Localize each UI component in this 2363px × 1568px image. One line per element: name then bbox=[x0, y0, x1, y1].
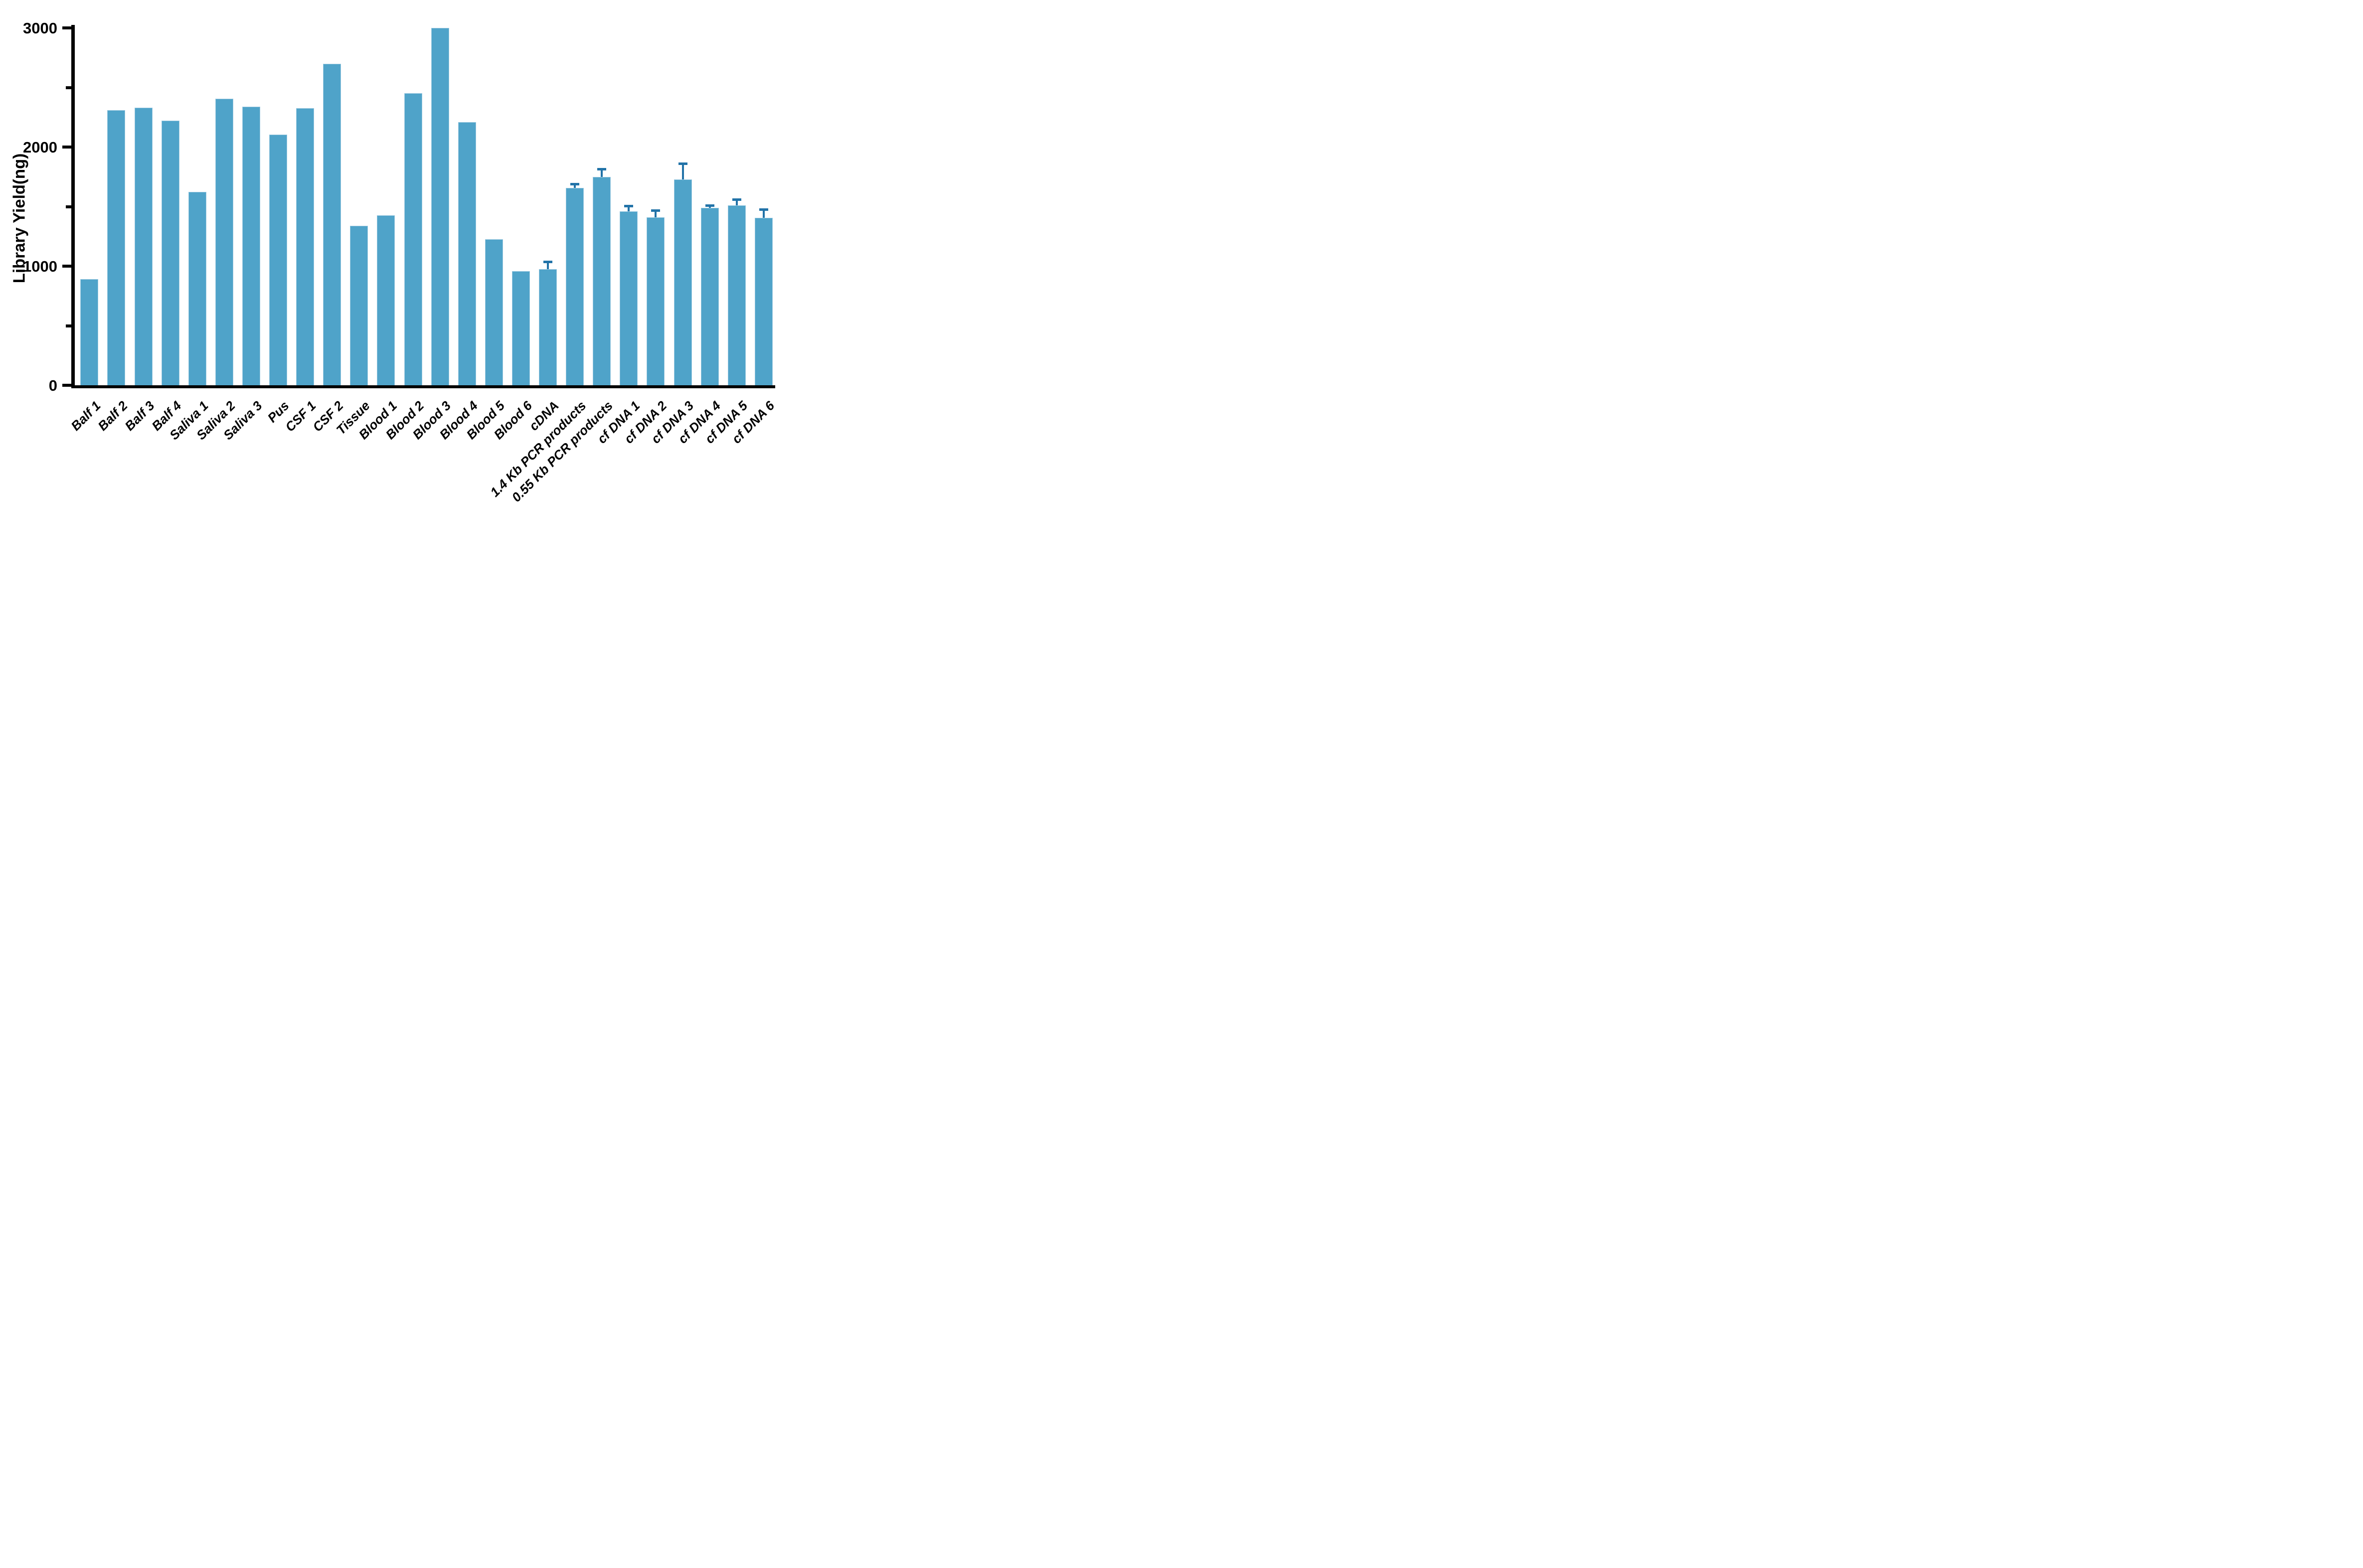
error-bar-cap bbox=[732, 198, 741, 201]
bar bbox=[80, 279, 99, 385]
bar bbox=[511, 271, 530, 385]
error-bar-cap bbox=[624, 204, 634, 207]
bar bbox=[350, 225, 368, 385]
bar bbox=[593, 176, 611, 385]
y-minor-tick bbox=[66, 86, 71, 89]
bar bbox=[620, 211, 638, 385]
x-category-label: CSF 1 bbox=[282, 398, 319, 435]
bar bbox=[215, 99, 233, 385]
y-tick-label: 1000 bbox=[23, 258, 57, 275]
bar bbox=[566, 188, 584, 385]
y-axis-line bbox=[71, 25, 75, 388]
error-bar-whisker bbox=[735, 199, 738, 206]
bar-chart-figure: Library Yield(ng) 0 1000 2000 3000 Balf 1 Bal… bbox=[0, 0, 788, 523]
error-bar-cap bbox=[651, 209, 661, 212]
error-bar-whisker bbox=[655, 210, 657, 217]
y-major-tick bbox=[62, 146, 71, 149]
y-minor-tick bbox=[66, 324, 71, 327]
bar bbox=[458, 122, 476, 385]
error-bar-cap bbox=[543, 261, 552, 264]
error-bar-cap bbox=[570, 182, 580, 185]
y-major-tick bbox=[62, 384, 71, 387]
bar bbox=[188, 191, 206, 385]
y-major-tick bbox=[62, 26, 71, 29]
error-bar-cap bbox=[678, 162, 687, 165]
x-category-label: Balf 1 bbox=[67, 398, 104, 434]
bar bbox=[134, 108, 153, 385]
bar bbox=[647, 217, 665, 385]
plot-area: 0 1000 2000 3000 Balf 1 Balf 2 Balf 3 Balf 4 Sal… bbox=[0, 0, 788, 523]
bar bbox=[539, 269, 557, 385]
x-category-label: Balf 2 bbox=[94, 398, 131, 434]
x-category-label: Balf 3 bbox=[122, 398, 158, 434]
error-bar-cap bbox=[705, 204, 714, 207]
error-bar-whisker bbox=[681, 163, 684, 179]
bar bbox=[431, 28, 449, 385]
bar bbox=[700, 207, 719, 385]
bar bbox=[485, 239, 503, 385]
bar bbox=[674, 179, 692, 385]
bar bbox=[161, 121, 179, 385]
error-bar-whisker bbox=[762, 209, 765, 218]
x-axis-line bbox=[71, 385, 775, 388]
y-tick-label: 2000 bbox=[23, 139, 57, 156]
y-tick-label: 3000 bbox=[23, 19, 57, 37]
bar bbox=[296, 108, 315, 385]
error-bar-whisker bbox=[628, 206, 630, 212]
error-bar-cap bbox=[759, 208, 768, 211]
bar bbox=[269, 134, 287, 385]
error-bar-whisker bbox=[601, 169, 603, 177]
bar bbox=[404, 93, 422, 385]
error-bar-whisker bbox=[547, 262, 549, 269]
bar bbox=[754, 218, 773, 385]
y-minor-tick bbox=[66, 205, 71, 208]
y-major-tick bbox=[62, 265, 71, 268]
y-tick-label: 0 bbox=[48, 377, 57, 394]
bar bbox=[107, 110, 126, 385]
bar bbox=[727, 205, 746, 385]
error-bar-whisker bbox=[574, 184, 576, 188]
error-bar-cap bbox=[597, 167, 607, 170]
bar bbox=[377, 215, 395, 385]
bar bbox=[242, 106, 260, 385]
bar bbox=[323, 63, 341, 385]
